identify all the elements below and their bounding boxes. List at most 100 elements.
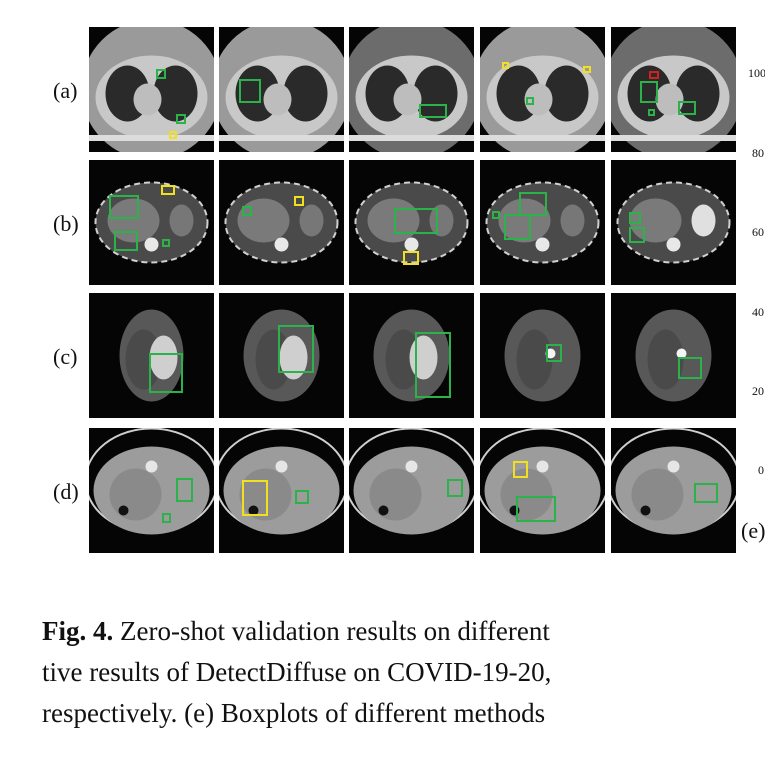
scan-panel — [480, 160, 605, 285]
detection-box — [169, 131, 177, 139]
detection-box — [415, 332, 451, 398]
detection-box — [504, 214, 531, 240]
scan-panel — [349, 428, 474, 553]
scan-panel — [89, 160, 214, 285]
detection-box — [176, 478, 193, 502]
detection-box — [294, 196, 304, 206]
scan-panel — [89, 27, 214, 152]
detection-box — [694, 483, 718, 503]
detection-box — [403, 251, 419, 265]
image-grid — [89, 27, 736, 553]
table — [480, 135, 605, 141]
scan-panel — [219, 293, 344, 418]
organ — [631, 468, 684, 521]
gas — [248, 505, 259, 516]
liver — [367, 198, 420, 243]
row-label: (c) — [53, 344, 77, 369]
axis-tick: 20 — [752, 384, 764, 398]
organ — [169, 204, 194, 237]
lesion — [149, 335, 178, 380]
scan-panel — [611, 160, 736, 285]
detection-box — [242, 206, 252, 216]
detection-box — [278, 325, 314, 373]
scan-panel — [219, 428, 344, 553]
gas — [640, 505, 651, 516]
spine — [536, 460, 549, 473]
lung — [544, 65, 589, 122]
scan-panel — [89, 293, 214, 418]
caption-text: Zero-shot validation results on differen… — [120, 616, 550, 646]
detection-box — [649, 71, 659, 79]
detection-box — [149, 353, 183, 393]
detection-box — [629, 212, 641, 224]
detection-box — [583, 66, 591, 73]
table — [611, 135, 736, 141]
table — [349, 135, 474, 141]
detection-box — [629, 227, 645, 243]
detection-box — [513, 461, 528, 478]
detection-box — [519, 192, 547, 216]
detection-box — [295, 490, 309, 504]
scan-panel — [219, 27, 344, 152]
scan-panel — [349, 293, 474, 418]
labels: (a) (b) (c) (d) 100 80 60 40 20 0 (e) Fi… — [42, 66, 765, 728]
detection-box — [678, 357, 702, 379]
detection-box — [516, 496, 556, 522]
liver — [629, 198, 682, 243]
scan-panel — [349, 160, 474, 285]
lesion — [279, 335, 308, 380]
row-label: (a) — [53, 78, 77, 103]
lesion — [676, 348, 687, 359]
detection-box — [156, 69, 166, 79]
spine — [275, 460, 288, 473]
detection-box — [114, 231, 138, 251]
detection-box — [419, 104, 447, 118]
scan-panel — [89, 428, 214, 553]
table — [89, 135, 214, 141]
caption-line: Fig. 4. Zero-shot validation results on … — [42, 616, 550, 646]
spine — [404, 237, 419, 252]
axis-tick: 0 — [758, 463, 764, 477]
spine — [145, 460, 158, 473]
table — [219, 135, 344, 141]
scan-panel — [480, 293, 605, 418]
gas — [118, 505, 129, 516]
heart — [133, 83, 162, 116]
scan-panel — [611, 293, 736, 418]
scan-panel — [349, 27, 474, 152]
heart — [655, 83, 684, 116]
row-label: (b) — [53, 211, 79, 236]
gas — [378, 505, 389, 516]
lung — [675, 65, 720, 122]
organ — [109, 468, 162, 521]
lung — [153, 65, 198, 122]
spine — [405, 460, 418, 473]
lung — [283, 65, 328, 122]
detection-box — [526, 97, 534, 105]
detection-box — [109, 195, 139, 219]
detection-box — [161, 185, 175, 195]
detection-box — [162, 239, 170, 247]
axis-tick: 100 — [748, 66, 765, 80]
heart — [524, 83, 553, 116]
axis-tick: 40 — [752, 305, 764, 319]
organ — [429, 204, 454, 237]
detection-box — [648, 109, 655, 116]
detection-box — [176, 114, 186, 124]
heart — [393, 83, 422, 116]
scan-panel — [611, 27, 736, 152]
liver — [498, 198, 551, 243]
spine — [535, 237, 550, 252]
spine — [667, 460, 680, 473]
detection-box — [239, 79, 261, 103]
detection-box — [447, 479, 463, 497]
row-label: (d) — [53, 479, 79, 504]
scan-panel — [480, 27, 605, 152]
detection-box — [640, 81, 658, 103]
detection-box — [678, 101, 696, 115]
detection-box — [492, 211, 500, 219]
spine — [144, 237, 159, 252]
organ — [369, 468, 422, 521]
detection-box — [162, 513, 171, 523]
